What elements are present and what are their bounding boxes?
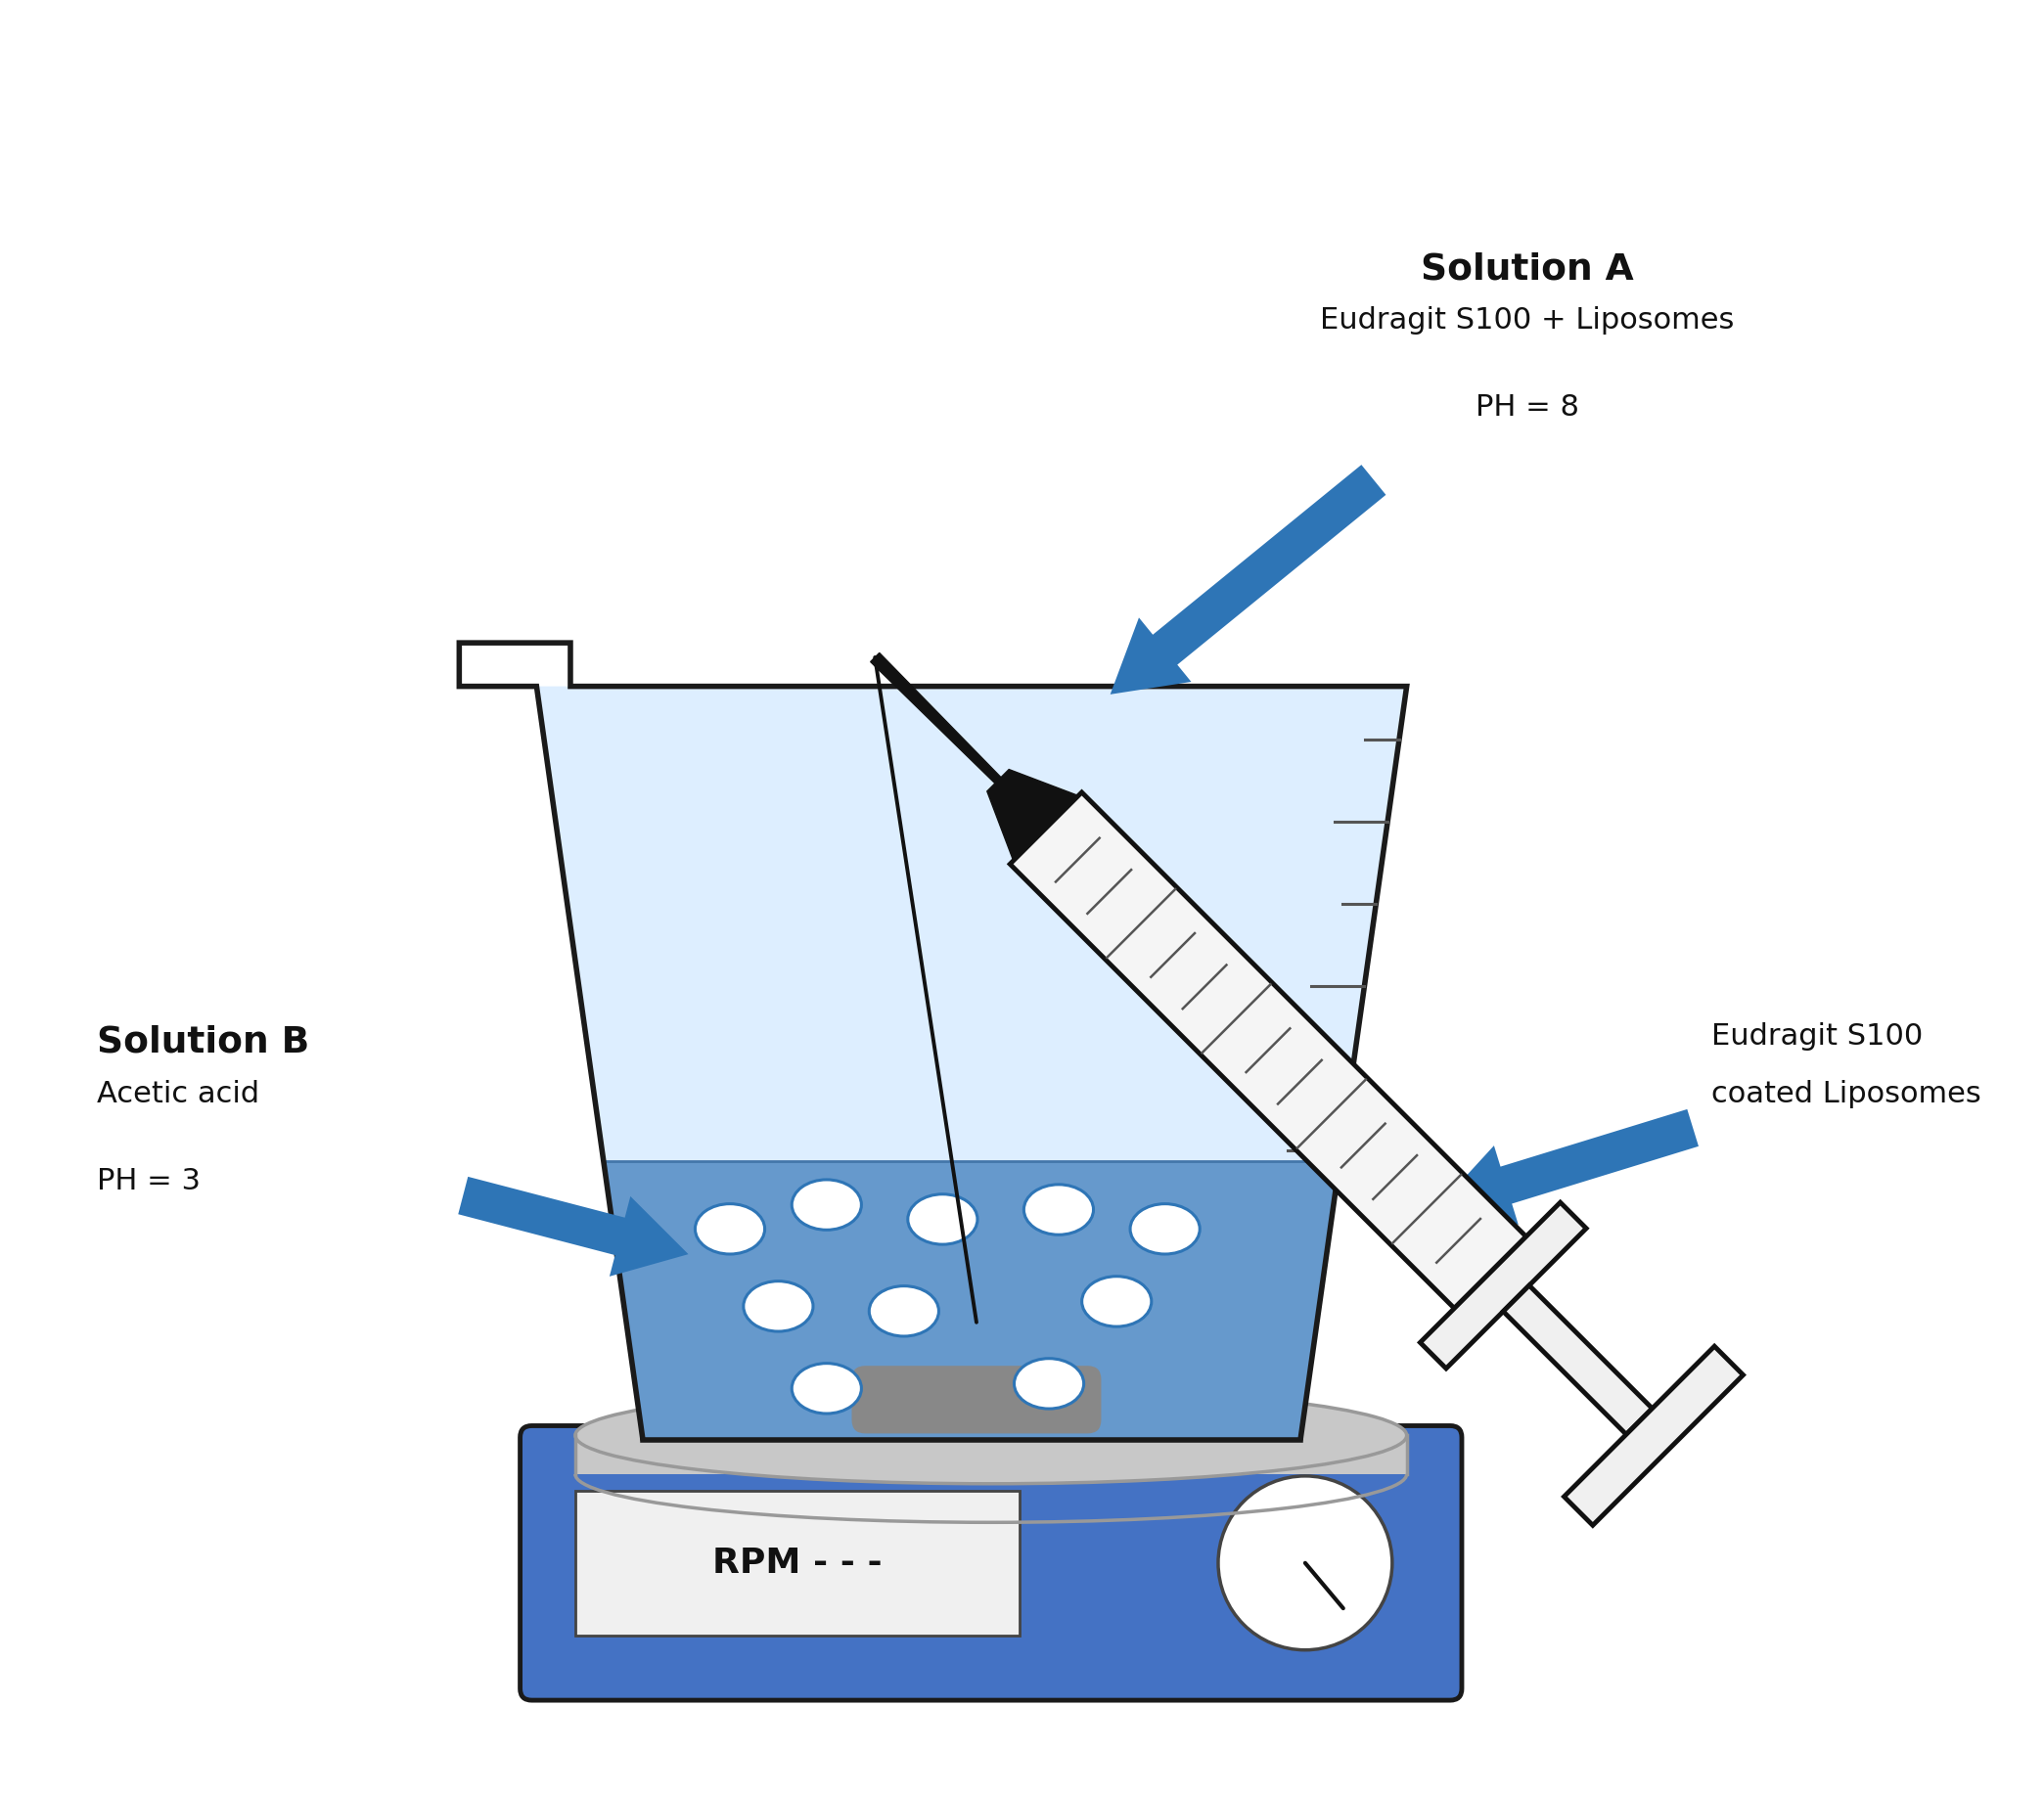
Ellipse shape (908, 1194, 977, 1245)
Polygon shape (1564, 1347, 1744, 1525)
Text: Eudragit S100: Eudragit S100 (1711, 1022, 1923, 1051)
Ellipse shape (1130, 1203, 1200, 1254)
Text: coated Liposomes: coated Liposomes (1711, 1079, 1981, 1108)
Text: Acetic acid: Acetic acid (96, 1079, 260, 1108)
Ellipse shape (1014, 1358, 1083, 1408)
FancyBboxPatch shape (852, 1365, 1102, 1433)
Polygon shape (603, 1162, 1339, 1440)
Circle shape (1218, 1476, 1392, 1651)
Polygon shape (987, 769, 1079, 860)
Text: Solution A: Solution A (1421, 251, 1633, 287)
Polygon shape (1502, 1286, 1652, 1435)
FancyArrow shape (1441, 1110, 1697, 1223)
Ellipse shape (695, 1203, 764, 1254)
Polygon shape (1421, 1202, 1586, 1369)
Bar (574, 1491, 1020, 1636)
Bar (574, 1435, 1406, 1475)
Ellipse shape (869, 1286, 938, 1336)
Text: PH = 3: PH = 3 (96, 1167, 200, 1194)
Text: RPM - - -: RPM - - - (713, 1546, 883, 1580)
Ellipse shape (791, 1180, 861, 1230)
Ellipse shape (1081, 1277, 1151, 1327)
Text: Eudragit S100 + Liposomes: Eudragit S100 + Liposomes (1320, 307, 1735, 334)
FancyArrow shape (1112, 467, 1384, 693)
Polygon shape (1010, 792, 1527, 1307)
Polygon shape (538, 686, 1406, 1440)
Text: Solution B: Solution B (96, 1026, 309, 1060)
Text: PH = 8: PH = 8 (1476, 393, 1580, 422)
FancyBboxPatch shape (519, 1426, 1461, 1701)
Ellipse shape (744, 1281, 814, 1331)
Ellipse shape (1024, 1185, 1094, 1234)
Polygon shape (871, 654, 1002, 783)
FancyArrow shape (460, 1178, 687, 1275)
Ellipse shape (791, 1363, 861, 1413)
Ellipse shape (574, 1387, 1406, 1483)
